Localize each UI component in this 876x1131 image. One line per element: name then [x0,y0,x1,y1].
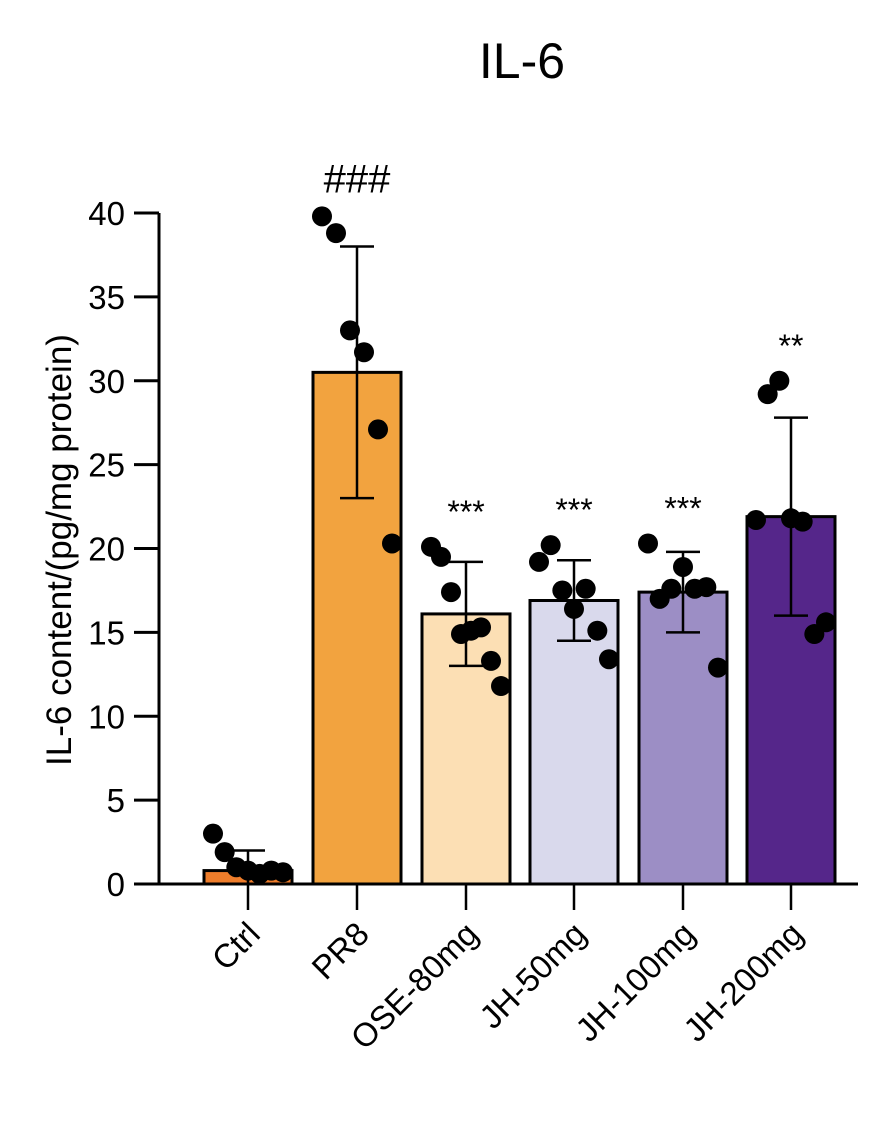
data-point-1-3 [354,342,374,363]
data-point-4-3 [673,556,693,577]
data-point-4-0 [638,533,658,554]
data-point-1-4 [368,419,388,440]
data-point-5-6 [816,612,836,633]
bars-group [202,370,837,886]
data-point-2-5 [471,617,491,638]
data-point-2-7 [491,676,511,697]
bar-3 [528,599,620,886]
data-point-3-0 [529,551,549,572]
data-point-1-0 [312,206,332,227]
chart-title: IL-6 [479,33,565,89]
data-point-5-2 [769,370,790,391]
data-point-4-2 [661,578,682,599]
y-tick-label-4: 20 [88,531,125,568]
data-point-4-6 [708,657,728,678]
y-tick-label-7: 35 [88,279,125,316]
data-point-1-2 [340,320,360,341]
x-tick-label-0: Ctrl [204,915,266,977]
data-point-3-1 [540,535,561,556]
y-tick-label-6: 30 [88,363,125,400]
y-axis-label: IL-6 content/(pg/mg protein) [40,334,79,766]
data-point-5-4 [792,511,813,532]
significance-label-3: *** [555,492,592,528]
data-point-1-1 [326,223,346,244]
data-point-2-6 [481,650,501,671]
significance-label-2: *** [447,494,484,530]
y-tick-label-8: 40 [88,195,125,232]
data-point-3-2 [552,580,573,601]
y-tick-label-0: 0 [107,866,125,903]
data-point-5-1 [757,384,778,405]
significance-label-1: ### [324,157,391,201]
data-point-4-5 [696,577,717,598]
data-point-1-5 [382,533,402,554]
x-tick-label-1: PR8 [304,915,376,987]
data-point-2-2 [441,582,461,603]
significance-label-5: ** [779,328,804,364]
data-point-0-0 [203,823,223,844]
data-point-0-6 [273,862,293,883]
significance-label-4: *** [664,490,701,526]
data-point-3-6 [599,649,619,670]
y-tick-label-3: 15 [88,614,125,651]
y-tick-label-2: 10 [88,698,125,735]
y-tick-label-1: 5 [107,782,125,819]
y-tick-label-5: 25 [88,447,125,484]
data-point-0-1 [214,842,235,863]
annotations-group: ###*** *** ***** [324,157,804,529]
points-group [203,206,836,884]
x-tick-label-5: JH-200mg [676,915,810,1049]
data-point-3-5 [587,620,608,641]
data-point-3-4 [575,578,596,599]
data-point-3-3 [564,598,584,619]
data-point-2-1 [431,546,451,567]
bar-4 [637,590,729,886]
data-point-5-0 [746,509,766,530]
